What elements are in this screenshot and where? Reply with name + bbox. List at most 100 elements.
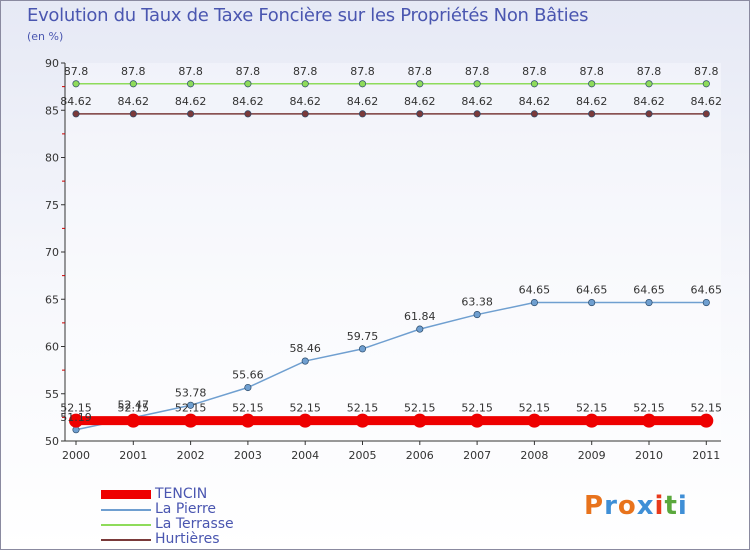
data-point [244, 110, 252, 118]
legend-swatch [101, 509, 151, 511]
x-tick-label: 2001 [119, 449, 147, 462]
data-point [69, 413, 83, 428]
data-label: 87.8 [293, 65, 318, 78]
data-point [187, 80, 195, 88]
logo-letter: x [636, 491, 655, 521]
data-point [183, 413, 198, 428]
data-point [187, 110, 195, 118]
data-point [244, 80, 252, 88]
data-point [301, 110, 309, 118]
data-point [129, 110, 137, 118]
data-label: 84.62 [289, 95, 321, 108]
data-point [244, 383, 252, 392]
data-point [301, 357, 309, 365]
x-tick-label: 2006 [406, 449, 434, 462]
data-label: 52.15 [60, 402, 92, 415]
x-tick-label: 2000 [62, 449, 90, 462]
data-point [642, 413, 656, 428]
data-label: 58.46 [289, 342, 321, 355]
logo-letter: P [584, 491, 605, 521]
data-label: 64.65 [576, 284, 608, 297]
data-label: 87.8 [694, 65, 719, 78]
data-point [240, 413, 255, 428]
legend-swatch [101, 490, 151, 499]
data-label: 52.15 [347, 402, 379, 415]
data-point [416, 110, 424, 118]
data-point [584, 413, 599, 428]
data-label: 84.62 [576, 95, 608, 108]
data-point [358, 345, 367, 353]
data-label: 52.15 [175, 402, 207, 415]
data-label: 87.8 [350, 65, 375, 78]
data-label: 84.62 [232, 95, 264, 108]
data-label: 51.19 [60, 411, 92, 424]
logo-letter: t [664, 491, 678, 521]
data-label: 55.66 [232, 369, 264, 382]
data-label: 63.38 [461, 296, 493, 309]
data-label: 87.8 [637, 65, 662, 78]
series-line-1 [75, 301, 707, 431]
data-point [470, 413, 485, 428]
plot-area [65, 63, 721, 441]
data-label: 52.15 [691, 402, 723, 415]
x-tick-label: 2009 [578, 449, 606, 462]
legend-label: TENCIN [155, 486, 208, 502]
data-label: 61.84 [404, 310, 436, 323]
y-tick-label: 70 [45, 246, 59, 259]
data-label: 52.15 [404, 402, 436, 415]
proxiti-logo: Proxiti [584, 491, 688, 521]
data-label: 64.65 [519, 284, 551, 297]
data-label: 87.8 [236, 65, 261, 78]
data-point [702, 110, 710, 118]
data-label: 87.8 [465, 65, 490, 78]
data-point [72, 80, 80, 88]
logo-letter: i [677, 491, 688, 521]
data-point [527, 413, 542, 428]
data-point [473, 80, 481, 88]
data-point [473, 110, 481, 118]
data-label: 52.15 [576, 402, 608, 415]
logo-letter: r [604, 491, 618, 521]
data-point [588, 80, 596, 88]
data-label: 53.78 [175, 386, 207, 399]
data-label: 84.62 [347, 95, 379, 108]
data-label: 52.15 [289, 402, 321, 415]
data-point [301, 80, 309, 88]
data-point [355, 413, 370, 428]
data-point [645, 80, 653, 88]
y-tick-label: 90 [45, 57, 59, 70]
data-point [126, 413, 141, 428]
data-point [530, 80, 538, 88]
y-tick-label: 60 [45, 341, 59, 354]
x-tick-label: 2008 [520, 449, 548, 462]
legend-swatch [101, 539, 151, 541]
data-label: 52.15 [633, 402, 665, 415]
data-label: 87.8 [579, 65, 604, 78]
data-label: 84.62 [461, 95, 493, 108]
data-point [358, 110, 367, 118]
data-point [702, 80, 710, 88]
data-label: 52.15 [118, 402, 150, 415]
data-label: 52.15 [232, 402, 264, 415]
logo-letter: i [654, 491, 665, 521]
data-label: 84.62 [60, 95, 92, 108]
data-label: 52.15 [461, 402, 493, 415]
data-point [416, 325, 424, 333]
legend-label: Hurtières [155, 531, 220, 547]
data-point [588, 110, 596, 118]
legend-label: La Pierre [155, 501, 217, 517]
legend-swatch [101, 524, 151, 526]
x-tick-label: 2007 [463, 449, 491, 462]
data-label: 52.15 [519, 402, 551, 415]
chart-title: Evolution du Taux de Taxe Foncière sur l… [27, 5, 589, 26]
data-point [473, 311, 481, 319]
x-tick-label: 2010 [635, 449, 663, 462]
data-label: 84.62 [691, 95, 723, 108]
y-tick-label: 85 [45, 104, 59, 117]
y-tick-label: 80 [45, 152, 59, 165]
data-label: 84.62 [519, 95, 551, 108]
x-tick-label: 2003 [234, 449, 262, 462]
logo-letter: o [617, 491, 637, 521]
x-tick-label: 2005 [349, 449, 377, 462]
